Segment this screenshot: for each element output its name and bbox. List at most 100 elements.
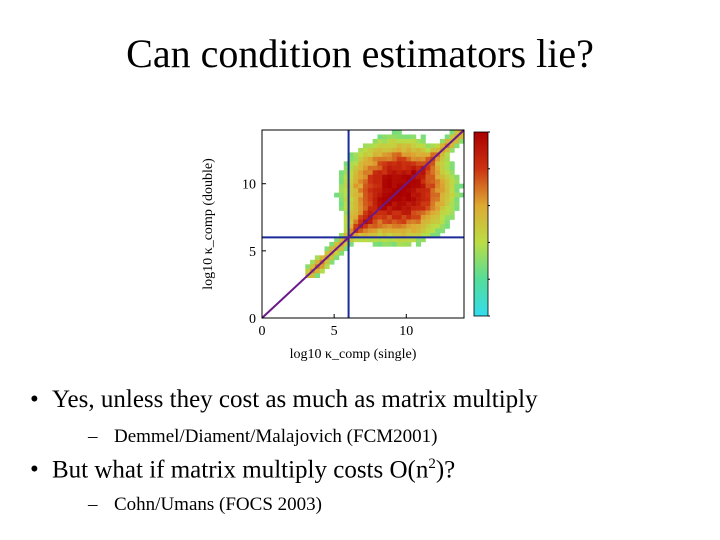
heatmap-cell: [343, 170, 349, 176]
heatmap-cell: [372, 147, 378, 153]
heatmap-cell: [348, 210, 354, 216]
heatmap-cell: [444, 206, 450, 211]
heatmap-cell: [391, 134, 397, 140]
heatmap-cell: [353, 232, 359, 238]
heatmap-cell: [372, 201, 378, 207]
heatmap-cell: [334, 237, 340, 243]
heatmap-cell: [396, 174, 402, 180]
heatmap-cell: [420, 179, 426, 185]
heatmap-cell: [348, 179, 354, 185]
x-tick-label: 0: [259, 324, 266, 339]
heatmap-cell: [444, 201, 450, 207]
heatmap-cell: [377, 192, 383, 198]
heatmap-cell: [420, 219, 426, 225]
heatmap-cell: [382, 210, 388, 216]
heatmap-cell: [401, 197, 407, 202]
heatmap-cell: [425, 201, 431, 207]
heatmap-cell: [411, 206, 417, 211]
heatmap-cell: [425, 197, 431, 202]
heatmap-cell: [415, 183, 422, 189]
heatmap-cell: [391, 232, 397, 238]
heatmap-cell: [396, 241, 402, 247]
heatmap-cell: [401, 174, 407, 180]
heatmap-cell: [319, 264, 325, 270]
heatmap-cell: [435, 206, 441, 211]
heatmap-cell: [358, 183, 364, 189]
bullet-2-superscript: 2: [428, 456, 436, 472]
heatmap-cell: [372, 183, 378, 189]
heatmap-cell: [377, 165, 383, 171]
heatmap-cell: [343, 219, 349, 225]
heatmap-cell: [314, 255, 321, 261]
heatmap-cell: [367, 197, 373, 202]
heatmap-cell: [415, 228, 422, 234]
heatmap-cell: [391, 237, 397, 243]
heatmap-cell: [415, 143, 422, 149]
heatmap-cell: [382, 165, 388, 171]
heatmap-cell: [329, 255, 335, 261]
heatmap-cell: [367, 210, 373, 216]
heatmap-cell: [411, 138, 417, 144]
heatmap-cell: [435, 179, 441, 185]
heatmap-cell: [430, 232, 436, 238]
heatmap-cell: [415, 215, 422, 220]
heatmap-cell: [343, 241, 349, 247]
heatmap-cell: [430, 219, 436, 225]
heatmap-cell: [353, 197, 359, 202]
heatmap-cell: [387, 152, 393, 158]
heatmap-cell: [401, 237, 407, 243]
heatmap-cell: [391, 215, 397, 220]
heatmap-cell: [454, 179, 460, 185]
heatmap-cell: [387, 147, 393, 153]
heatmap-cell: [435, 161, 441, 167]
heatmap-cell: [420, 206, 426, 211]
heatmap-cell: [314, 273, 321, 279]
heatmap-cell: [420, 134, 426, 140]
x-axis-ticks: 0 5 10: [259, 314, 413, 339]
heatmap-cell: [444, 188, 450, 193]
heatmap-cell: [367, 152, 373, 158]
heatmap-cell: [454, 197, 460, 202]
heatmap-cell: [372, 228, 378, 234]
sub-bullet-1: – Demmel/Diament/Malajovich (FCM2001): [88, 426, 437, 448]
heatmap-cell: [343, 201, 349, 207]
heatmap-cell: [338, 170, 345, 176]
heatmap-cell: [406, 183, 412, 189]
heatmap-cell: [411, 237, 417, 243]
heatmap-cell: [372, 232, 378, 238]
heatmap-cell: [396, 232, 402, 238]
heatmap-cell: [439, 179, 446, 185]
heatmap-cell: [324, 259, 330, 265]
heatmap-cell: [444, 197, 450, 202]
heatmap-cell: [387, 219, 393, 225]
heatmap-cell: [372, 219, 378, 225]
heatmap-cell: [425, 215, 431, 220]
heatmap-cell: [377, 197, 383, 202]
heatmap-cell: [415, 156, 422, 162]
heatmap-cell: [396, 210, 402, 216]
heatmap-cell: [358, 210, 364, 216]
heatmap-cell: [406, 224, 412, 229]
heatmap-cell: [367, 201, 373, 207]
heatmap-cell: [367, 224, 373, 229]
heatmap-cell: [353, 156, 359, 162]
heatmap-cell: [411, 179, 417, 185]
heatmap-cell: [439, 170, 446, 176]
heatmap-cell: [420, 237, 426, 243]
heatmap-cell: [377, 201, 383, 207]
heatmap-cell: [353, 210, 359, 216]
heatmap-cell: [449, 130, 455, 135]
x-tick-label: 5: [331, 324, 338, 339]
y-tick-label: 0: [249, 312, 256, 327]
heatmap-cell: [430, 201, 436, 207]
slide-title: Can condition estimators lie?: [126, 31, 594, 76]
heatmap-cell: [377, 237, 383, 243]
heatmap-cell: [387, 134, 393, 140]
heatmap-cell: [382, 134, 388, 140]
heatmap-cell: [449, 161, 455, 167]
sub-bullet-2-text: Cohn/Umans (FOCS 2003): [114, 494, 322, 515]
heatmap-cell: [377, 241, 383, 247]
heatmap-cell: [439, 138, 446, 144]
heatmap-cell: [353, 161, 359, 167]
heatmap-cell: [367, 165, 373, 171]
